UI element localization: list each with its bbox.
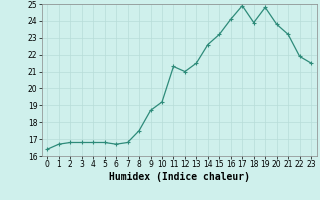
X-axis label: Humidex (Indice chaleur): Humidex (Indice chaleur): [109, 172, 250, 182]
